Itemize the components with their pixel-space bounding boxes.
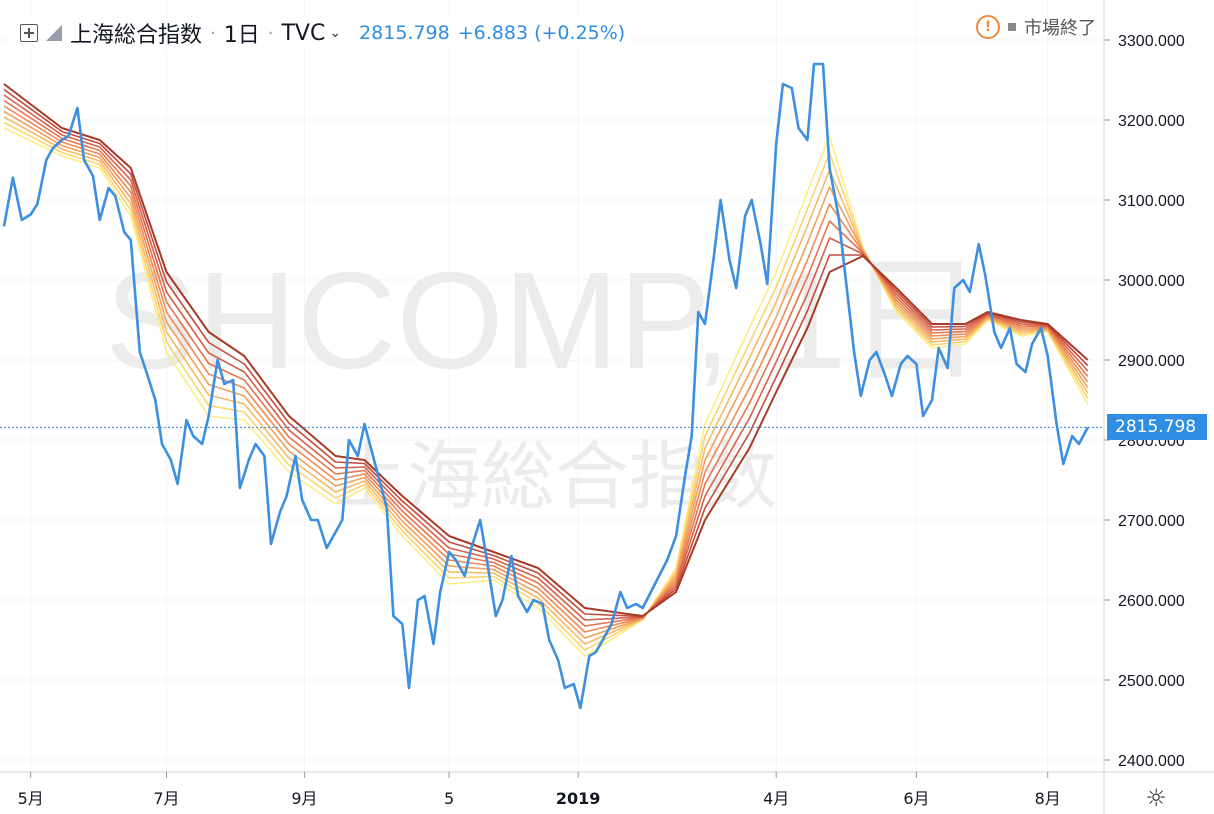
y-tick-label: 2900.000 [1118, 353, 1185, 370]
collapse-legend-button[interactable] [20, 24, 38, 42]
x-tick-label: 4月 [763, 789, 789, 808]
separator-dot: · [267, 22, 274, 44]
price-axis[interactable]: 3300.000 3200.000 3100.000 3000.000 2900.000… [1104, 33, 1185, 770]
symbol-legend: 上海総合指数 · 1日 · TVC ⌄ 2815.798 +6.883 (+0.… [14, 16, 632, 50]
x-tick-label: 6月 [903, 789, 929, 808]
x-tick-label: 8月 [1035, 789, 1061, 808]
y-tick-label: 3200.000 [1118, 113, 1185, 130]
market-status-label: 市場終了 [1024, 18, 1096, 39]
y-tick-label: 3000.000 [1118, 273, 1185, 290]
x-tick-label: 2019 [556, 789, 601, 808]
last-price-tag: 2815.798 [1107, 414, 1207, 441]
y-tick-label: 2400.000 [1118, 753, 1185, 770]
y-tick-label: 2500.000 [1118, 673, 1185, 690]
x-tick-label: 5月 [18, 789, 44, 808]
ribbon-line-6 [3, 99, 1089, 627]
ribbon-line-3 [3, 116, 1089, 645]
separator-dot: · [210, 22, 216, 44]
x-tick-label: 5 [444, 789, 454, 808]
y-tick-label: 3100.000 [1118, 193, 1185, 210]
x-tick-label: 9月 [291, 789, 317, 808]
ribbon-line-5 [3, 105, 1089, 633]
interval-label[interactable]: 1日 [223, 23, 260, 48]
symbol-name[interactable]: 上海総合指数 [70, 23, 203, 48]
last-price-value: 2815.798 [359, 22, 450, 44]
ribbon-line-1 [3, 127, 1089, 657]
y-tick-label: 2700.000 [1118, 513, 1185, 530]
price-line [2, 62, 1089, 710]
y-tick-label: 2600.000 [1118, 593, 1185, 610]
warning-icon[interactable]: ! [976, 15, 1000, 39]
watermark-ticker: SHCOMP, 1日 [105, 244, 984, 398]
price-series [2, 62, 1089, 710]
price-change-value: +6.883 (+0.25%) [457, 22, 626, 44]
status-square-icon [1008, 23, 1016, 31]
x-tick-label: 7月 [153, 789, 179, 808]
exchange-label[interactable]: TVC [281, 20, 326, 46]
settings-gear-icon[interactable]: ☼ [1145, 784, 1167, 812]
time-axis[interactable]: 5月 7月 9月 5 2019 4月 6月 8月 [18, 772, 1061, 808]
ribbon-line-2 [3, 121, 1089, 651]
y-tick-label: 3300.000 [1118, 33, 1185, 50]
chevron-down-icon[interactable]: ⌄ [329, 25, 342, 41]
flag-icon[interactable] [46, 25, 62, 41]
ribbon-line-4 [3, 110, 1089, 639]
market-status[interactable]: ! 市場終了 [976, 14, 1096, 40]
